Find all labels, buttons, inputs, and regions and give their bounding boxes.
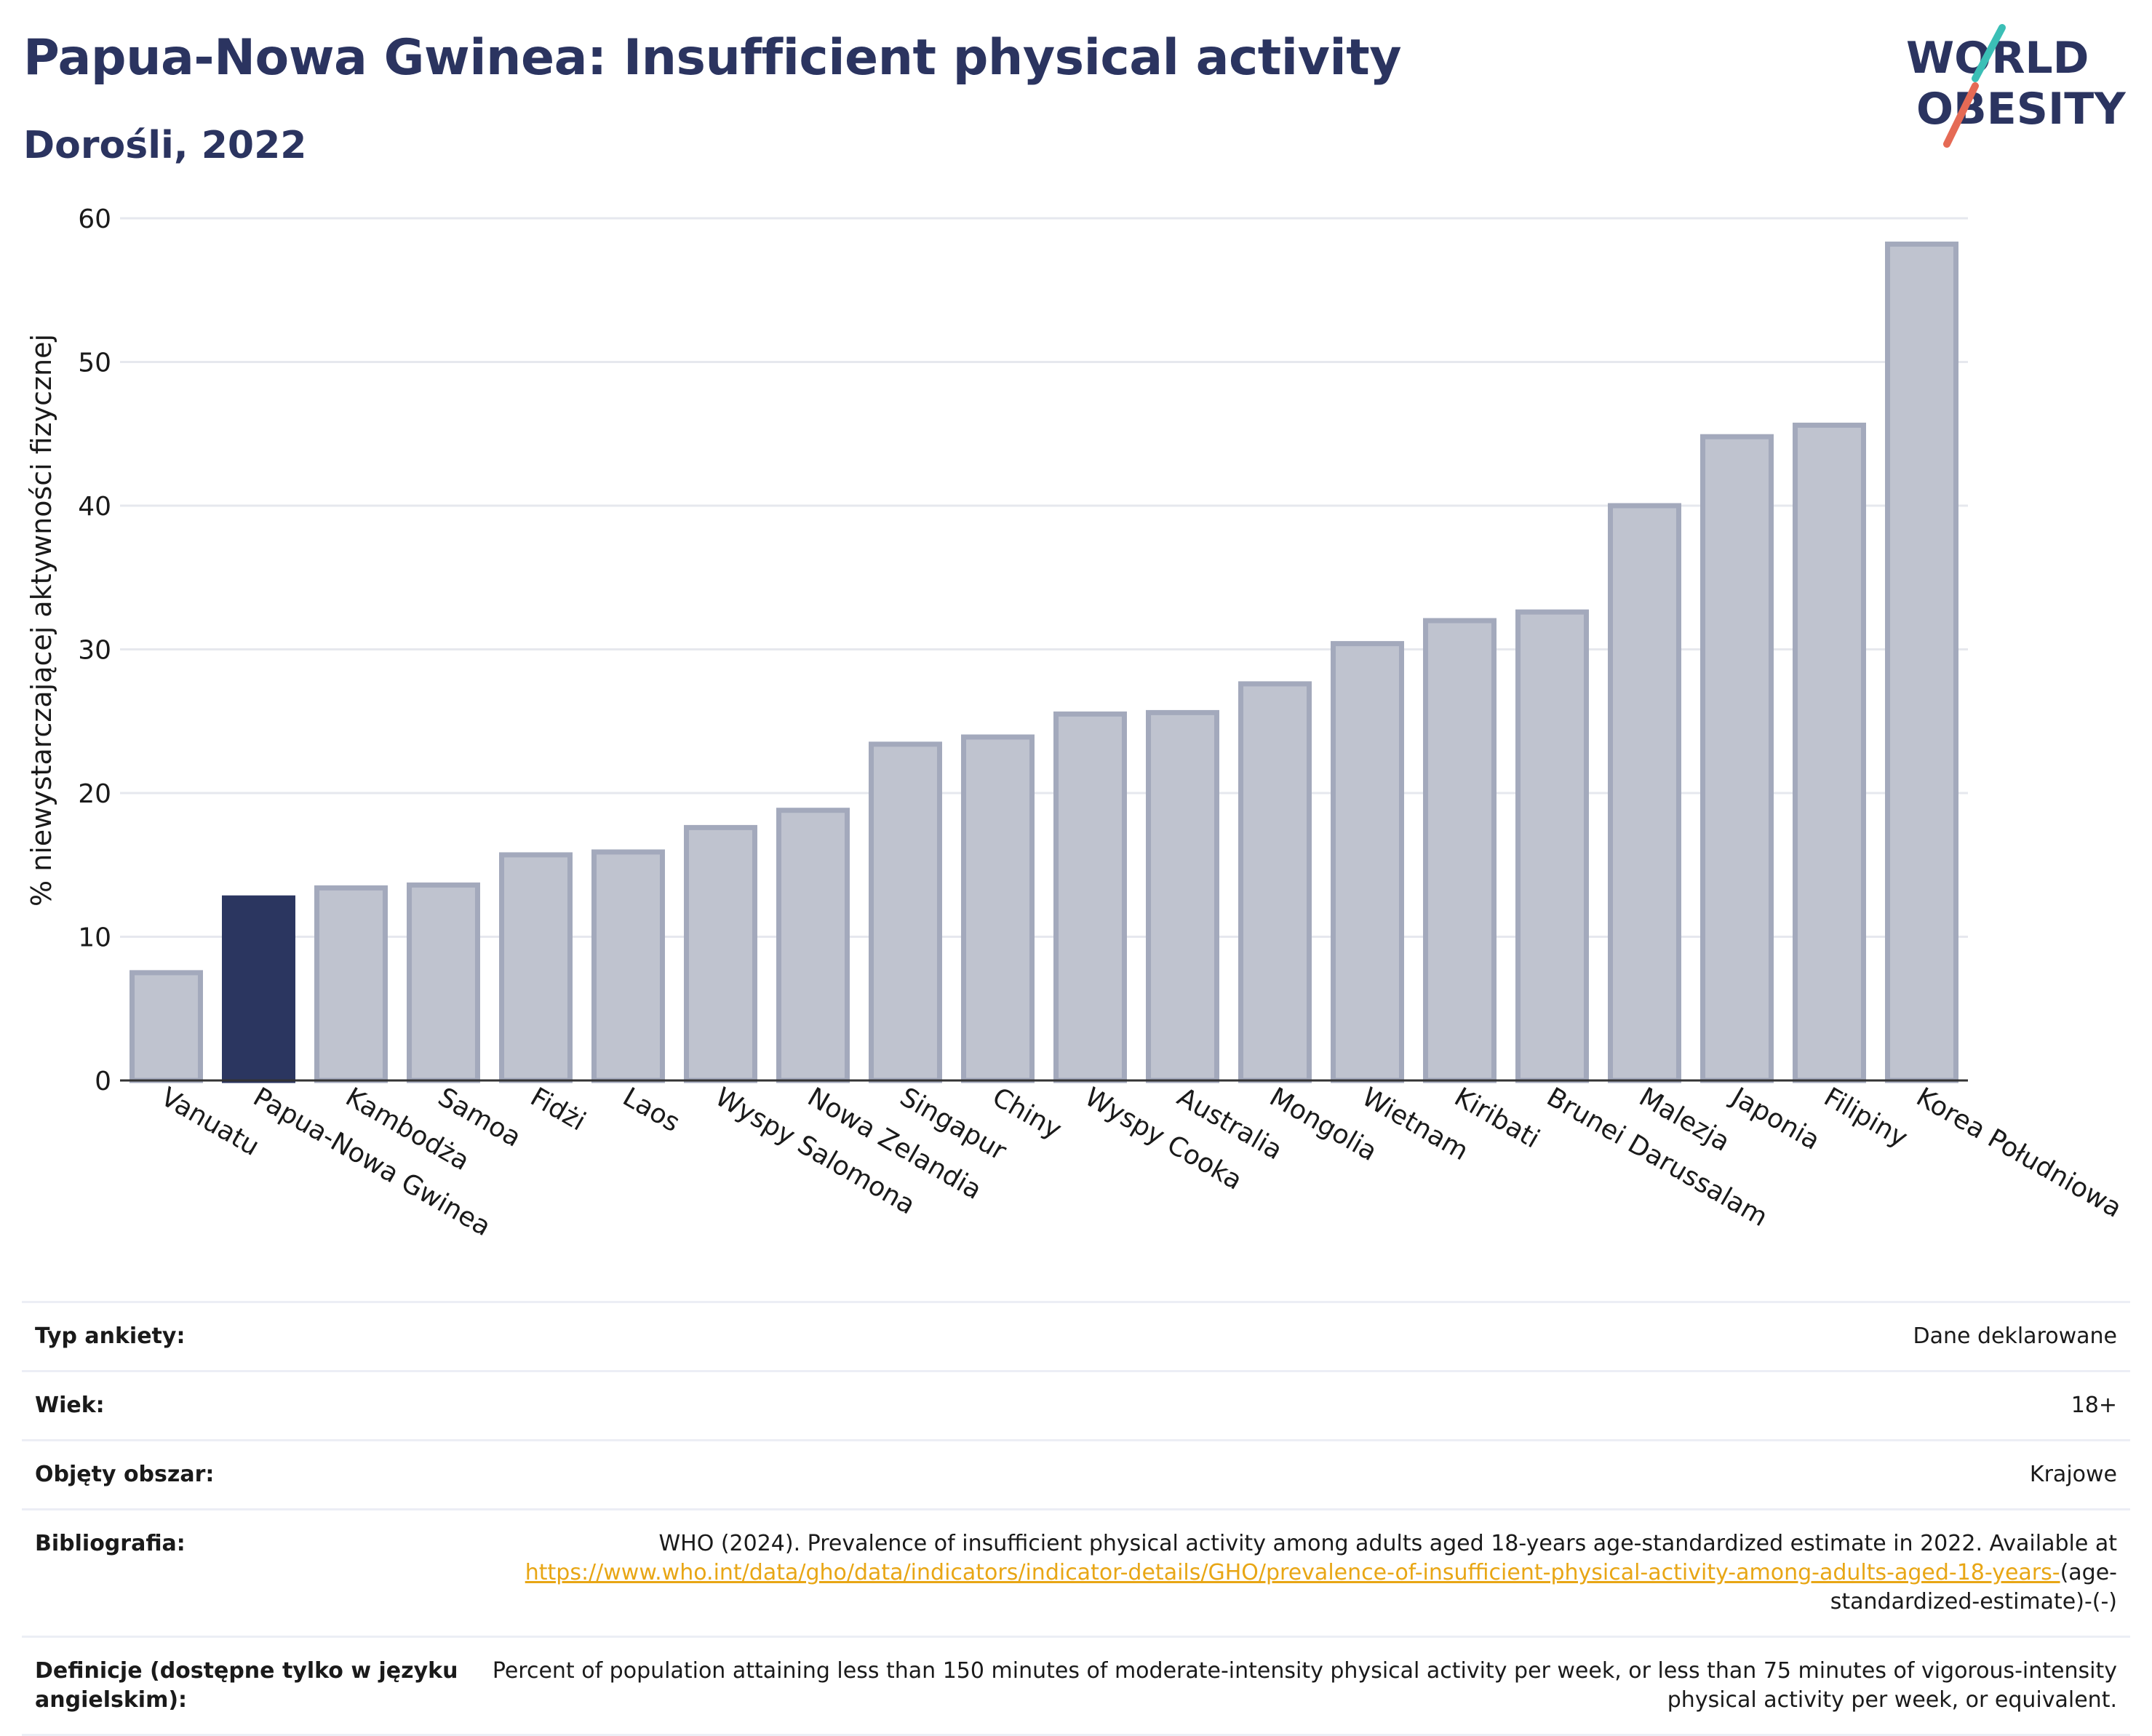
info-value: 18+ xyxy=(486,1370,2130,1441)
x-tick-label: Filipiny xyxy=(1819,1082,1913,1153)
y-tick-label: 0 xyxy=(95,1067,111,1096)
info-label: Typ ankiety: xyxy=(22,1301,486,1372)
x-tick-label: Vanuatu xyxy=(156,1082,264,1162)
bar xyxy=(869,741,942,1083)
bar xyxy=(314,885,388,1083)
x-tick-label: Korea Południowa xyxy=(1911,1082,2127,1224)
logo-slash-coral xyxy=(1943,82,1979,148)
bar xyxy=(591,849,665,1083)
x-tick-label: Fidżi xyxy=(525,1082,591,1136)
info-row-bibliography: Bibliografia: WHO (2024). Prevalence of … xyxy=(22,1508,2130,1638)
bar xyxy=(407,882,480,1083)
y-tick-label: 10 xyxy=(78,923,111,953)
bar xyxy=(684,824,757,1083)
y-axis-label: % niewystarczającej aktywności fizycznej xyxy=(25,334,57,907)
info-label: Definicje (dostępne tylko w języku angie… xyxy=(22,1636,486,1736)
bibliography-link[interactable]: https://www.who.int/data/gho/data/indica… xyxy=(525,1560,2060,1585)
bar xyxy=(1238,681,1312,1083)
x-tick-label: Laos xyxy=(618,1082,685,1138)
bar xyxy=(1885,242,1958,1083)
info-row-survey-type: Typ ankiety: Dane deklarowane xyxy=(22,1301,2130,1372)
info-value: Percent of population attaining less tha… xyxy=(486,1636,2130,1736)
y-tick-label: 40 xyxy=(78,492,111,522)
bar xyxy=(1793,422,1866,1083)
world-obesity-logo: WORLD OBESITY xyxy=(1906,24,2127,148)
logo-slash-teal xyxy=(1972,24,2006,82)
info-label: Bibliografia: xyxy=(22,1508,486,1638)
bar xyxy=(776,808,850,1083)
bar xyxy=(1423,618,1497,1083)
bar xyxy=(1515,609,1589,1083)
chart-title: Papua-Nowa Gwinea: Insufficient physical… xyxy=(23,29,1402,87)
bar xyxy=(1146,709,1219,1083)
x-tick-label: Japonia xyxy=(1725,1081,1825,1156)
y-tick-label: 50 xyxy=(78,349,111,378)
x-tick-label: Wyspy Cooka xyxy=(1080,1082,1247,1196)
bar xyxy=(1053,711,1127,1083)
bar xyxy=(129,970,203,1083)
info-label: Objęty obszar: xyxy=(22,1439,486,1510)
chart-subtitle: Dorośli, 2022 xyxy=(23,124,307,167)
info-value: Krajowe xyxy=(486,1439,2130,1510)
logo-text-obesity: OBESITY xyxy=(1916,84,2127,135)
gridlines xyxy=(120,217,1968,938)
info-value: Dane deklarowane xyxy=(486,1301,2130,1372)
bars xyxy=(129,242,1958,1083)
bar xyxy=(1700,434,1774,1083)
bar xyxy=(222,895,295,1083)
bar xyxy=(1608,503,1681,1083)
info-label: Wiek: xyxy=(22,1370,486,1441)
bar xyxy=(961,734,1035,1083)
info-value: WHO (2024). Prevalence of insufficient p… xyxy=(486,1508,2130,1638)
info-row-coverage: Objęty obszar: Krajowe xyxy=(22,1439,2130,1510)
y-tick-label: 60 xyxy=(78,204,111,234)
info-table: Typ ankiety: Dane deklarowane Wiek: 18+ … xyxy=(22,1301,2130,1736)
info-row-age: Wiek: 18+ xyxy=(22,1370,2130,1441)
info-row-definition: Definicje (dostępne tylko w języku angie… xyxy=(22,1636,2130,1736)
y-tick-label: 30 xyxy=(78,636,111,666)
bibliography-text: WHO (2024). Prevalence of insufficient p… xyxy=(658,1531,2117,1556)
bar xyxy=(1331,641,1404,1083)
bibliography-suffix: (age-standardized-estimate)-(-) xyxy=(1830,1560,2117,1614)
y-axis-ticks: 0 10 20 30 40 50 60 xyxy=(78,204,111,1096)
bar xyxy=(499,852,573,1083)
y-tick-label: 20 xyxy=(78,779,111,809)
